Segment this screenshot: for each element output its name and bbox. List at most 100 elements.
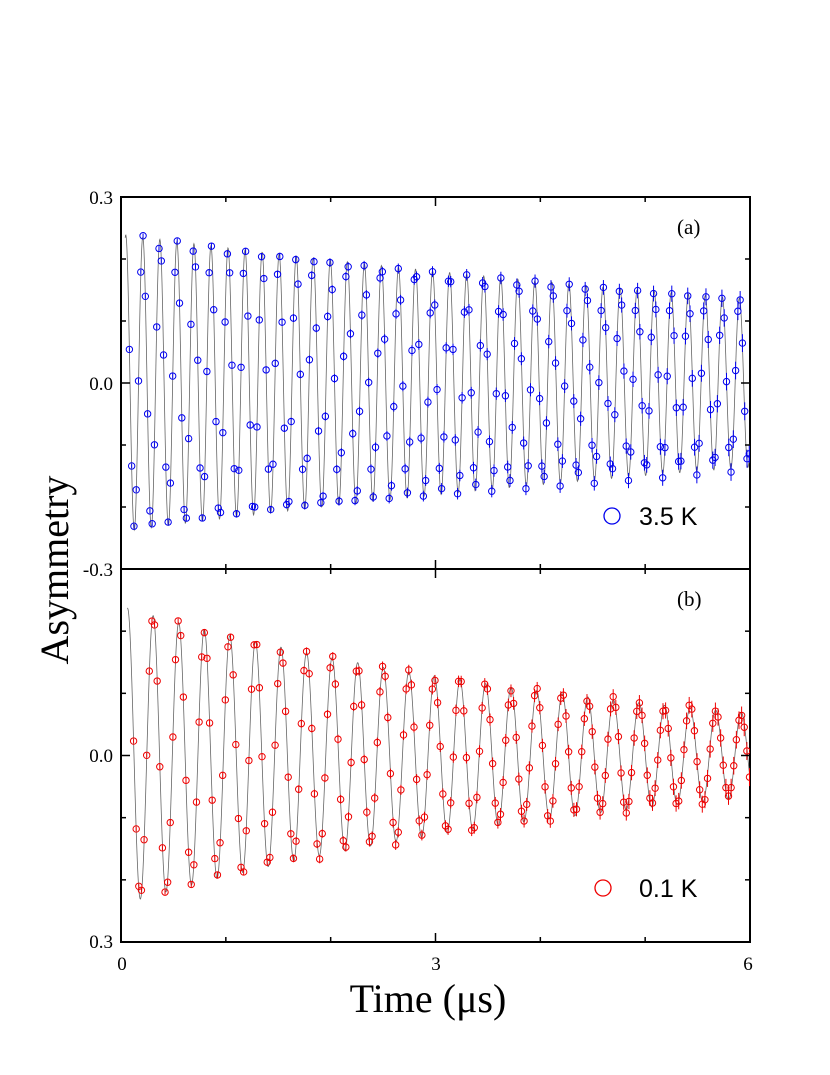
panel-a-data-point [239, 269, 248, 278]
panel-b-data-point [439, 790, 447, 798]
xtick-3: 3 [431, 954, 441, 975]
panel-b-data-point [279, 659, 287, 667]
panel-a-data-point [303, 454, 311, 463]
panel-a-data-point [230, 464, 238, 473]
panel-a-data-point [449, 345, 457, 354]
panel-b-data-point [709, 719, 717, 727]
panel-b-data-point [745, 773, 750, 781]
panel-b-data-point [588, 727, 596, 736]
panel-a-data-point [586, 363, 594, 371]
panel-a-data-point [339, 352, 348, 361]
panel-a-data-point [688, 374, 696, 383]
panel-b-data-point [454, 677, 463, 686]
panel-b-data-point [179, 693, 188, 701]
panel-a-data-point [376, 274, 384, 282]
panel-a-data-point [686, 310, 694, 318]
panel-b-ytick-0: 0.0 [89, 746, 113, 767]
panel-b-data-point [253, 640, 261, 649]
panel-b-data-point [268, 808, 277, 816]
panel-b-data-point [260, 819, 269, 828]
panel-a-data-point [403, 489, 412, 497]
panel-a-fit-line [124, 234, 750, 532]
panel-b-data-point [342, 843, 350, 851]
panel-a-data-point [164, 518, 172, 526]
panel-b-data-point [619, 798, 628, 806]
panel-a-data-point [624, 476, 633, 485]
panel-a-data-point [178, 414, 186, 422]
panel-a-data-point [665, 306, 674, 315]
panel-b-data-point [599, 799, 607, 808]
panel-b-data-point [284, 773, 292, 781]
panel-a-data-point [358, 311, 366, 319]
panel-a-data-point [125, 345, 134, 354]
panel-a-data-point [317, 498, 325, 507]
panel-a-data-point [613, 334, 621, 343]
panel-b-data-point [326, 664, 334, 672]
panel-a-data-point [203, 367, 211, 376]
panel-a-data-point [531, 277, 539, 285]
panel-a-data-point [499, 310, 507, 319]
panel-b-data-point [148, 617, 156, 625]
panel-b-data-point [504, 701, 513, 709]
panel-a-data-point [355, 407, 364, 416]
panel-b-data-point [564, 748, 573, 756]
panel-b-data-point [386, 769, 395, 778]
xtick-0: 0 [117, 954, 127, 975]
panel-a-data-point [362, 291, 371, 299]
panel-a-data-point [503, 463, 512, 471]
panel-b-data-point [486, 715, 494, 724]
panel-b-data-point [585, 702, 594, 710]
panel-a-data-point [458, 394, 466, 402]
panel-a-data-point [153, 323, 161, 331]
panel-a-data-point [380, 335, 389, 343]
panel-a-data-point [456, 471, 464, 480]
panel-b-data-point [596, 808, 604, 816]
panel-a-data-point [241, 247, 250, 256]
panel-b-data-point [200, 628, 209, 637]
panel-b-data-point [654, 756, 662, 764]
panel-a-data-point [485, 437, 494, 446]
panel-a-data-point [731, 366, 740, 375]
panel-b-data-point [363, 808, 371, 816]
panel-b-data-point [418, 831, 426, 839]
panel-a-data-point [567, 319, 576, 328]
panel-b-data-point [470, 824, 478, 832]
panel-a-data-point [570, 397, 578, 405]
panel-a-data-point [488, 487, 496, 495]
panel-a-data-point [492, 389, 501, 398]
panel-b-data-point [494, 818, 502, 827]
panel-b-data-point [727, 783, 735, 792]
panel-b-data-point [677, 776, 686, 785]
panel-a-data-point [738, 339, 747, 347]
panel-a-ytick-1: 0.0 [89, 374, 113, 395]
panel-a-data-point [545, 337, 553, 346]
panel-a-data-point [506, 476, 514, 485]
panel-a-data-point [472, 480, 480, 489]
panel-a-data-point [631, 306, 640, 315]
panel-b-data-point [221, 696, 230, 704]
panel-b-data-point [145, 667, 154, 675]
panel-a-data-point [182, 514, 191, 522]
panel-a-data-point [285, 497, 293, 506]
panel-a-data-point [713, 400, 722, 408]
panel-b-data-point [690, 727, 699, 735]
panel-a-data-point [474, 428, 482, 436]
panel-a-data-point [292, 255, 300, 264]
panel-b-data-point [344, 813, 353, 821]
panel-a-data-point [319, 492, 327, 500]
panel-a-data-point [447, 277, 455, 286]
panel-a-data-point [184, 434, 193, 443]
panel-a-data-point [718, 294, 726, 303]
panel-a-data-point [346, 330, 355, 338]
panel-a-data-point [540, 472, 548, 481]
panel-a-data-point [510, 339, 519, 348]
panel-a-data-point [549, 292, 557, 300]
panel-b-data-point [239, 868, 248, 876]
panel-a-data-point [385, 494, 393, 503]
panel-b-data-point [517, 807, 526, 815]
panel-a-data-point [175, 299, 184, 307]
panel-a-data-point [679, 403, 687, 411]
panel-b-data-point [310, 790, 319, 798]
panel-a-data-point [711, 453, 719, 462]
panel-b-data-point [410, 723, 418, 731]
